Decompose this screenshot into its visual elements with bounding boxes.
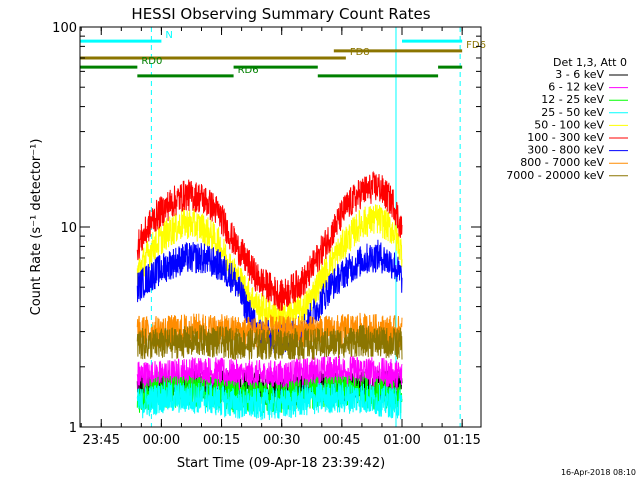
flag-label-0: N bbox=[165, 30, 172, 41]
y-tick-label-2: 100 bbox=[52, 21, 77, 36]
x-tick-label-1: 00:00 bbox=[143, 433, 180, 448]
x-tick-label-2: 00:15 bbox=[203, 433, 240, 448]
x-tick-label-4: 00:45 bbox=[323, 433, 360, 448]
x-tick-label-0: 23:45 bbox=[83, 433, 120, 448]
x-axis-label: Start Time (09-Apr-18 23:39:42) bbox=[177, 456, 385, 471]
flag-label-3: RD0 bbox=[141, 56, 162, 67]
legend-label-6: 300 - 800 keV bbox=[527, 144, 604, 157]
flag-label-1: FD6 bbox=[466, 40, 486, 51]
legend-label-0: 3 - 6 keV bbox=[555, 68, 604, 81]
series-line-8 bbox=[136, 324, 403, 361]
flag-label-4: RD6 bbox=[238, 65, 259, 76]
y-tick-layer: 1 10 100 bbox=[52, 21, 481, 436]
y-tick-label-0: 1 bbox=[69, 421, 77, 436]
legend-label-5: 100 - 300 keV bbox=[527, 131, 604, 144]
legend-label-4: 50 - 100 keV bbox=[534, 118, 604, 131]
chart-title: HESSI Observing Summary Count Rates bbox=[131, 5, 430, 23]
series-line-5 bbox=[136, 170, 403, 311]
series-line-4 bbox=[136, 204, 403, 333]
legend-label-1: 6 - 12 keV bbox=[548, 81, 604, 94]
legend-label-3: 25 - 50 keV bbox=[541, 106, 604, 119]
legend-label-2: 12 - 25 keV bbox=[541, 93, 604, 106]
x-tick-label-6: 01:15 bbox=[443, 433, 480, 448]
series-layer bbox=[136, 170, 403, 421]
legend-title: Det 1,3, Att 0 bbox=[553, 56, 627, 69]
flag-bar-layer: N FD6 FD8 RD0 RD6 bbox=[80, 30, 486, 78]
series-line-3 bbox=[136, 381, 403, 421]
timestamp: 16-Apr-2018 08:10 bbox=[561, 468, 636, 477]
flag-label-2: FD8 bbox=[350, 47, 370, 58]
x-tick-layer: 23:45 00:00 00:15 00:30 00:45 01:00 01:15 bbox=[80, 27, 481, 448]
x-tick-label-3: 00:30 bbox=[263, 433, 300, 448]
y-tick-label-1: 10 bbox=[60, 221, 77, 236]
y-axis-label: Count Rate (s⁻¹ detector⁻¹) bbox=[29, 139, 44, 316]
x-tick-label-5: 01:00 bbox=[383, 433, 420, 448]
legend-label-8: 7000 - 20000 keV bbox=[506, 169, 604, 182]
legend-label-7: 800 - 7000 keV bbox=[520, 156, 604, 169]
